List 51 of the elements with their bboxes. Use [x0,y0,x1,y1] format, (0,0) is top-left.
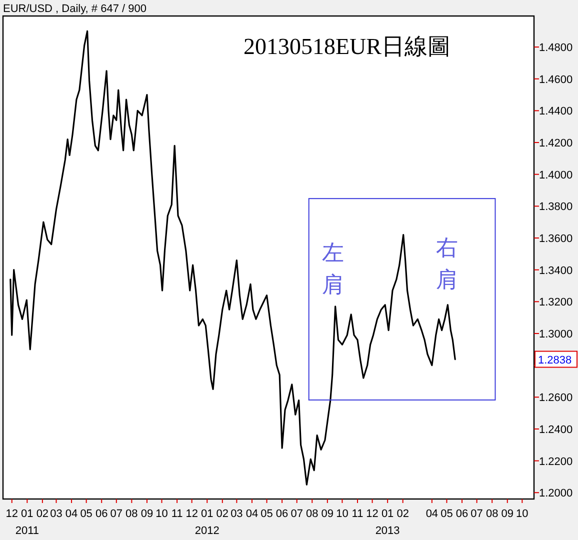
y-tick-label: 1.3400 [539,264,573,277]
line-series [10,30,456,486]
y-tick-label: 1.2600 [539,392,573,404]
chart-subtitle: EUR/USD , Daily, # 647 / 900 [3,3,146,15]
x-tick-label: 09 [321,508,334,520]
x-tick-label: 06 [456,508,468,520]
x-tick-label: 11 [352,508,364,520]
annotation: 1.2838 [538,354,572,366]
x-tick-label: 04 [65,508,78,520]
y-tick-label: 1.4200 [539,138,573,150]
y-tick-label: 1.3200 [539,296,573,309]
x-tick-label: 05 [440,508,453,520]
annotation: 右肩 [436,236,458,293]
x-tick-label: 09 [140,508,154,520]
x-tick-label: 10 [156,508,168,520]
y-tick-label: 1.3800 [539,201,573,214]
x-tick-label: 08 [486,508,498,520]
x-tick-label: 04 [426,508,438,520]
y-tick-label: 1.4800 [539,42,573,54]
y-tick-label: 1.2200 [539,456,573,468]
x-tick-label: 02 [396,508,409,520]
annotation: 左肩 [322,241,344,298]
x-tick-label: 11 [171,508,183,520]
x-tick-label: 10 [336,508,348,520]
x-tick-label: 03 [50,508,62,520]
y-tick-label: 1.3000 [539,328,573,340]
x-tick-label: 08 [126,508,138,520]
x-tick-label: 07 [110,508,123,520]
x-tick-label: 04 [246,508,258,520]
x-tick-label: 08 [306,508,318,520]
x-tick-label: 10 [516,508,528,520]
x-tick-label: 02 [36,508,49,520]
x-tick-label: 06 [95,508,108,520]
y-tick-label: 1.2400 [539,424,573,436]
x-tick-label: 12 [6,508,18,520]
text: 20130518EUR日線圖 [244,34,450,59]
y-tick-label: 1.2000 [539,488,573,500]
x-tick-label: 03 [230,508,243,520]
x-tick-label: 09 [501,508,514,520]
x-tick-label: 05 [80,508,92,520]
x-tick-label: 02 [216,508,229,520]
x-tick-label: 07 [290,508,303,520]
y-tick-label: 1.4400 [539,106,573,118]
x-tick-label: 05 [260,508,273,520]
x-tick-label: 07 [470,508,483,520]
y-tick-label: 1.4000 [539,169,573,182]
y-tick-label: 1.4600 [539,74,573,86]
x-tick-label: 12 [186,508,198,520]
y-tick-label: 1.3600 [539,233,573,246]
x-tick-label: 12 [366,508,378,520]
x-tick-label: 06 [276,508,288,520]
